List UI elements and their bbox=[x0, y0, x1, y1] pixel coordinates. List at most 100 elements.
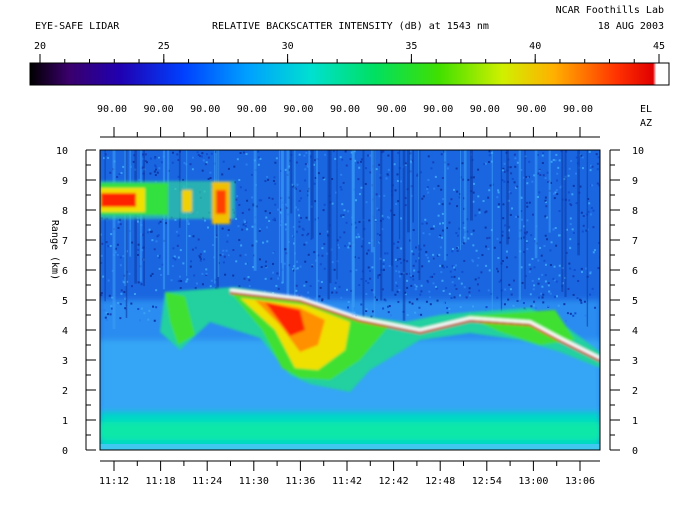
noise-speck bbox=[484, 211, 487, 214]
noise-speck bbox=[375, 168, 378, 171]
noise-speck bbox=[172, 257, 175, 260]
noise-speck bbox=[400, 261, 403, 264]
noise-speck bbox=[429, 296, 432, 299]
noise-speck bbox=[565, 228, 568, 231]
noise-speck bbox=[335, 191, 338, 194]
noise-speck bbox=[219, 254, 222, 257]
noise-speck bbox=[295, 161, 298, 164]
noise-speck bbox=[520, 168, 523, 171]
noise-speck bbox=[202, 159, 205, 162]
noise-speck bbox=[355, 226, 358, 229]
noise-speck bbox=[434, 175, 437, 178]
noise-speck bbox=[297, 214, 300, 217]
noise-speck bbox=[360, 158, 363, 161]
noise-speck bbox=[592, 209, 595, 212]
noise-speck bbox=[509, 213, 512, 216]
noise-speck bbox=[421, 265, 424, 268]
colorbar-tick-label: 20 bbox=[34, 41, 46, 52]
noise-speck bbox=[568, 262, 571, 265]
noise-speck bbox=[368, 219, 371, 222]
noise-speck bbox=[400, 217, 403, 220]
noise-speck bbox=[582, 214, 585, 217]
noise-speck bbox=[198, 254, 201, 257]
noise-speck bbox=[122, 165, 125, 168]
noise-speck bbox=[141, 233, 144, 236]
streak bbox=[391, 150, 393, 266]
noise-speck bbox=[522, 302, 525, 305]
noise-speck bbox=[448, 292, 451, 295]
noise-speck bbox=[339, 156, 342, 159]
elevation-label: 90.00 bbox=[470, 104, 500, 115]
noise-speck bbox=[544, 234, 547, 237]
noise-speck bbox=[334, 157, 337, 160]
noise-speck bbox=[595, 153, 598, 156]
noise-speck bbox=[304, 168, 307, 171]
noise-speck bbox=[513, 181, 516, 184]
noise-speck bbox=[549, 264, 552, 267]
noise-speck bbox=[174, 218, 177, 221]
noise-speck bbox=[114, 251, 117, 254]
noise-speck bbox=[248, 285, 251, 288]
noise-speck bbox=[204, 163, 207, 166]
streak bbox=[459, 150, 462, 250]
noise-speck bbox=[279, 208, 282, 211]
noise-speck bbox=[433, 187, 436, 190]
x-tick-label: 13:06 bbox=[565, 476, 595, 487]
noise-speck bbox=[526, 219, 529, 222]
y-tick-label: 0 bbox=[62, 446, 68, 457]
noise-speck bbox=[427, 155, 430, 158]
noise-speck bbox=[468, 291, 471, 294]
noise-speck bbox=[306, 165, 309, 168]
noise-speck bbox=[547, 304, 550, 307]
y-tick-label: 6 bbox=[62, 266, 68, 277]
y-tick-label-right: 4 bbox=[632, 326, 638, 337]
noise-speck bbox=[245, 221, 248, 224]
noise-speck bbox=[186, 278, 189, 281]
noise-speck bbox=[463, 286, 466, 289]
noise-speck bbox=[387, 311, 390, 314]
noise-speck bbox=[441, 229, 444, 232]
noise-speck bbox=[482, 200, 485, 203]
noise-speck bbox=[331, 202, 334, 205]
noise-speck bbox=[490, 292, 493, 295]
noise-speck bbox=[450, 275, 453, 278]
noise-speck bbox=[471, 259, 474, 262]
noise-speck bbox=[252, 204, 255, 207]
noise-speck bbox=[369, 171, 372, 174]
noise-speck bbox=[298, 220, 301, 223]
noise-speck bbox=[322, 176, 325, 179]
noise-speck bbox=[103, 157, 106, 160]
noise-speck bbox=[158, 167, 161, 170]
noise-speck bbox=[503, 180, 506, 183]
noise-speck bbox=[541, 161, 544, 164]
noise-speck bbox=[107, 279, 110, 282]
y-tick-label-right: 6 bbox=[632, 266, 638, 277]
y-tick-label-right: 2 bbox=[632, 386, 638, 397]
noise-speck bbox=[502, 203, 505, 206]
noise-speck bbox=[569, 312, 572, 315]
y-tick-label: 3 bbox=[62, 356, 68, 367]
noise-speck bbox=[145, 161, 148, 164]
noise-speck bbox=[476, 283, 479, 286]
noise-speck bbox=[317, 172, 320, 175]
noise-speck bbox=[107, 245, 110, 248]
noise-speck bbox=[179, 287, 182, 290]
x-tick-label: 11:18 bbox=[146, 476, 176, 487]
noise-speck bbox=[418, 306, 421, 309]
noise-speck bbox=[443, 302, 446, 305]
noise-speck bbox=[274, 182, 277, 185]
noise-speck bbox=[484, 309, 487, 312]
noise-speck bbox=[137, 248, 140, 251]
noise-speck bbox=[270, 277, 273, 280]
noise-speck bbox=[467, 178, 470, 181]
noise-speck bbox=[569, 267, 572, 270]
noise-speck bbox=[575, 202, 578, 205]
noise-speck bbox=[342, 215, 345, 218]
noise-speck bbox=[299, 265, 302, 268]
noise-speck bbox=[358, 235, 361, 238]
noise-speck bbox=[400, 247, 403, 250]
noise-speck bbox=[384, 252, 387, 255]
noise-speck bbox=[111, 296, 114, 299]
streak bbox=[412, 150, 414, 223]
noise-speck bbox=[441, 177, 444, 180]
